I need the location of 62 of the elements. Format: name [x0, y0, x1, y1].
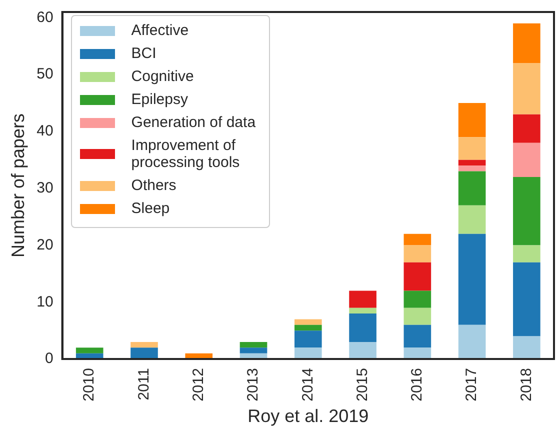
- bar: [130, 348, 158, 360]
- bar: [349, 290, 376, 308]
- y-tick-label: 10: [36, 293, 54, 310]
- legend-label: Generation of data: [131, 114, 257, 131]
- bar: [349, 308, 376, 314]
- bar: [513, 245, 540, 262]
- bar: [404, 308, 432, 325]
- bar: [513, 63, 540, 114]
- bar: [404, 234, 432, 246]
- bar: [404, 245, 432, 262]
- bar: [458, 205, 486, 234]
- x-tick-label: 2018: [518, 368, 535, 402]
- bar: [404, 324, 432, 348]
- bar: [513, 336, 540, 360]
- bar: [294, 330, 322, 348]
- bar: [404, 262, 432, 291]
- y-tick-label: 20: [36, 236, 54, 254]
- bar: [458, 171, 486, 206]
- bar: [513, 176, 540, 246]
- bar: [458, 234, 486, 325]
- x-tick-label: 2014: [299, 368, 316, 402]
- y-tick-label: 0: [44, 350, 54, 368]
- bar: [513, 114, 540, 143]
- x-tick-label: 2016: [408, 368, 426, 402]
- bar: [404, 290, 432, 308]
- bar: [458, 166, 486, 172]
- bar: [240, 348, 268, 354]
- y-tick-label: 60: [36, 8, 54, 26]
- legend-label: Affective: [131, 22, 190, 39]
- y-axis-title: Number of papers: [8, 113, 28, 258]
- legend-label: Improvement of processing tools: [131, 137, 241, 171]
- bar: [349, 342, 376, 360]
- x-tick-label: 2010: [80, 368, 98, 402]
- bar: [349, 314, 376, 342]
- bar: [294, 348, 322, 360]
- bar: [130, 342, 158, 348]
- bar: [294, 319, 322, 325]
- x-tick-label: 2017: [463, 368, 480, 402]
- bar: [458, 160, 486, 166]
- y-tick-label: 40: [36, 122, 54, 140]
- bar: [513, 262, 540, 336]
- y-tick-label: 50: [36, 66, 54, 83]
- legend-label: Epilepsy: [131, 91, 189, 108]
- legend-label: Others: [131, 177, 178, 194]
- bar: [513, 142, 540, 177]
- bar: [458, 324, 486, 360]
- bar: [458, 103, 486, 138]
- legend-label: Sleep: [131, 200, 171, 217]
- x-tick-label: 2011: [135, 368, 152, 400]
- x-tick-label: 2013: [244, 368, 262, 402]
- x-axis-title: Roy et al. 2019: [248, 406, 369, 426]
- bar: [294, 324, 322, 331]
- bar: [404, 348, 432, 360]
- bar: [458, 137, 486, 160]
- x-tick-label: 2012: [190, 368, 208, 402]
- bar: [240, 342, 268, 348]
- y-tick-label: 30: [36, 180, 54, 196]
- legend-label: BCI: [131, 45, 158, 62]
- x-tick-label: 2015: [354, 368, 371, 402]
- bar: [513, 23, 540, 64]
- legend-label: Cognitive: [131, 68, 195, 85]
- bar: [76, 348, 104, 354]
